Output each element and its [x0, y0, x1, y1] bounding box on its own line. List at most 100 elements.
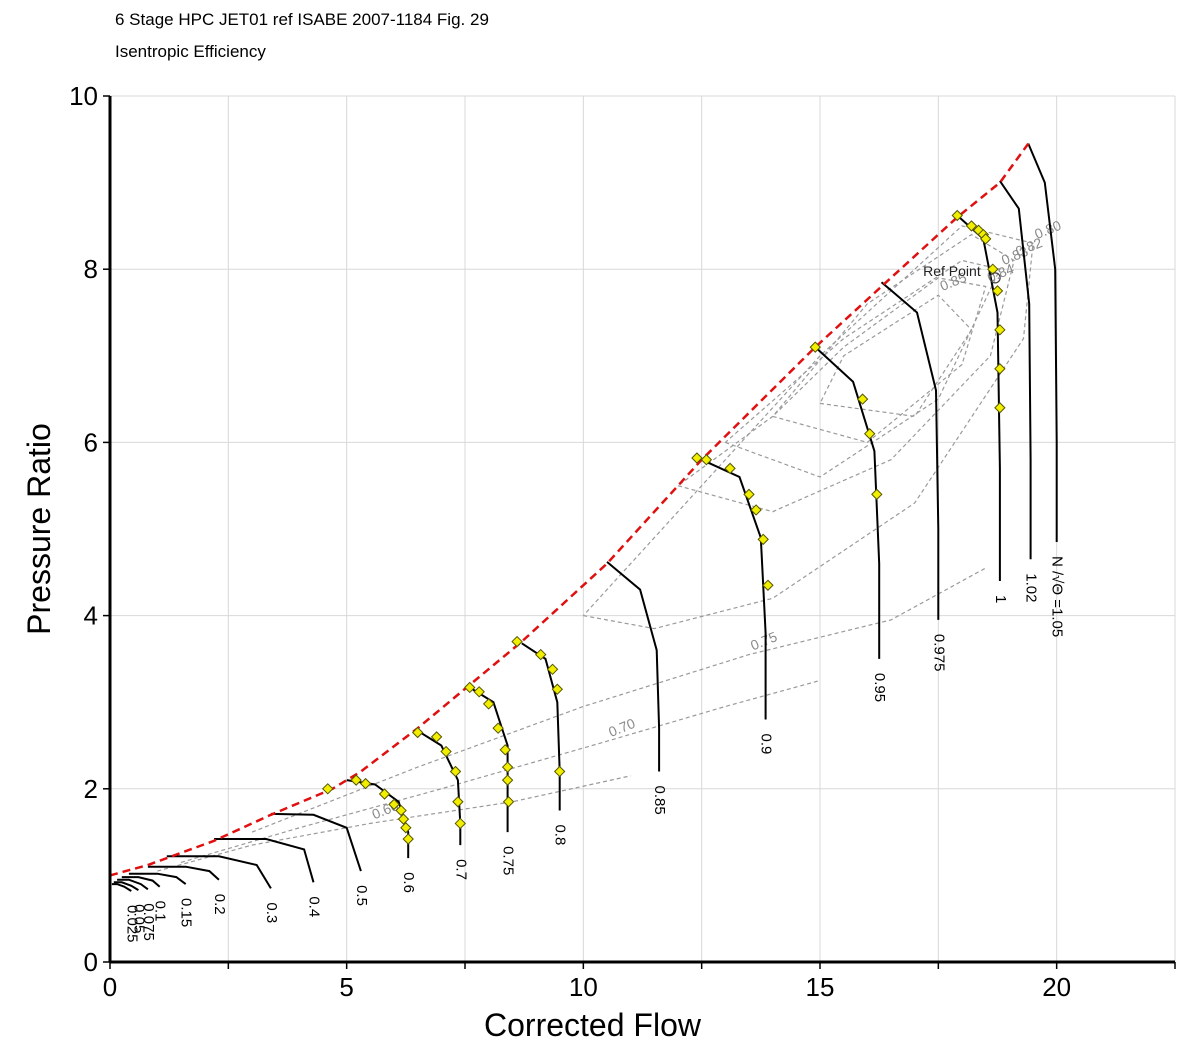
speed-line-label: 0.075: [140, 903, 157, 941]
data-point: [994, 363, 1006, 375]
speed-line: [606, 561, 661, 772]
speed-line: [214, 838, 315, 883]
data-point: [724, 462, 736, 475]
data-point: [322, 783, 334, 795]
data-point: [502, 796, 515, 808]
data-point: [449, 765, 462, 778]
efficiency-contour: [677, 233, 1015, 513]
speed-line: [111, 883, 132, 892]
speed-line-label: 0.85: [651, 785, 668, 814]
speed-line-label: 0.025: [123, 905, 140, 943]
data-point: [440, 745, 452, 758]
speed-line-label: 1: [992, 595, 1009, 603]
data-point: [553, 765, 566, 778]
speed-line-label: 0.95: [871, 673, 888, 702]
y-axis-label: Pressure Ratio: [21, 423, 57, 635]
speed-line-label: 0.8: [552, 824, 569, 845]
speed-line-label: 0.4: [306, 896, 323, 917]
x-axis-label: Corrected Flow: [484, 1007, 702, 1043]
data-point: [454, 817, 466, 830]
y-tick-label: 0: [84, 947, 98, 977]
speed-line: [121, 876, 161, 888]
plot-area: [110, 96, 1175, 962]
data-point: [378, 788, 391, 800]
speed-line-label: 0.2: [211, 894, 228, 915]
data-point: [691, 452, 703, 464]
speed-line-label: 0.9: [758, 734, 775, 755]
data-point: [501, 761, 514, 773]
data-point: [762, 579, 774, 591]
data-point: [994, 402, 1006, 414]
y-tick-label: 4: [84, 601, 98, 631]
x-tick-label: 5: [339, 972, 353, 1002]
speed-line: [166, 855, 272, 889]
data-point: [871, 488, 883, 501]
data-point: [743, 488, 755, 501]
x-tick-label: 10: [569, 972, 598, 1002]
efficiency-contour: [180, 679, 821, 863]
speed-line: [117, 878, 149, 891]
data-point: [400, 822, 412, 834]
chart-title: 6 Stage HPC JET01 ref ISABE 2007-1184 Fi…: [115, 10, 489, 29]
data-point: [511, 635, 523, 648]
speed-line-label: 0.75: [500, 846, 517, 875]
data-point: [397, 813, 410, 825]
data-point: [987, 263, 999, 275]
efficiency-contour: [819, 294, 973, 418]
data-point: [452, 796, 464, 808]
efficiency-contour: [724, 259, 1001, 478]
speed-line-label: 0.05: [130, 904, 147, 933]
data-point: [388, 798, 400, 811]
speed-line-label: 0.6: [400, 872, 417, 893]
data-point: [464, 681, 476, 694]
speed-line: [113, 881, 139, 891]
speed-line-label: 0.5: [353, 885, 370, 906]
speed-line: [469, 686, 509, 833]
efficiency-contour: [157, 775, 631, 872]
surge-line: [109, 142, 1030, 877]
data-point: [430, 731, 443, 743]
data-point: [350, 774, 362, 786]
data-point: [501, 774, 514, 786]
data-point: [856, 393, 869, 405]
x-tick-label: 20: [1042, 972, 1071, 1002]
y-tick-label: 8: [84, 254, 98, 284]
data-point: [979, 233, 992, 245]
speed-line: [1027, 143, 1058, 542]
data-point: [402, 833, 414, 845]
chart-subtitle: Isentropic Efficiency: [115, 42, 266, 61]
data-point: [473, 686, 485, 698]
data-point: [395, 804, 407, 817]
data-point: [809, 341, 821, 353]
data-point: [551, 683, 564, 695]
grid-lines: [110, 95, 1176, 962]
data-point: [965, 220, 978, 232]
measured-points: [322, 209, 1006, 845]
axes: 0 5 10 15 20 0 2 4 6 8 10 Corrected Flow Pressure Ra…: [21, 81, 1176, 1043]
data-point: [535, 648, 547, 661]
y-tick-label: 2: [84, 774, 98, 804]
speed-line-label: 1.02: [1023, 573, 1040, 602]
data-point: [492, 722, 504, 734]
speed-line-label: 0.975: [930, 634, 947, 672]
data-point: [700, 454, 713, 466]
speed-line: [814, 346, 881, 659]
ref-point-marker: [989, 272, 1001, 284]
speed-line-label: N /√Θ =1.05: [1049, 556, 1066, 637]
speed-line: [270, 812, 362, 872]
data-point: [482, 698, 495, 710]
y-tick-label: 10: [69, 81, 98, 111]
speed-line: [128, 872, 187, 885]
speed-line-label: 0.15: [178, 898, 195, 927]
efficiency-contour: [251, 567, 986, 833]
data-point: [750, 504, 762, 516]
data-point: [991, 285, 1004, 297]
efficiency-contour: [772, 277, 987, 444]
data-point: [499, 744, 511, 756]
ref-point-label: Ref Point: [923, 263, 981, 279]
data-point: [994, 324, 1006, 336]
x-tick-label: 0: [103, 972, 117, 1002]
data-point: [411, 726, 424, 739]
